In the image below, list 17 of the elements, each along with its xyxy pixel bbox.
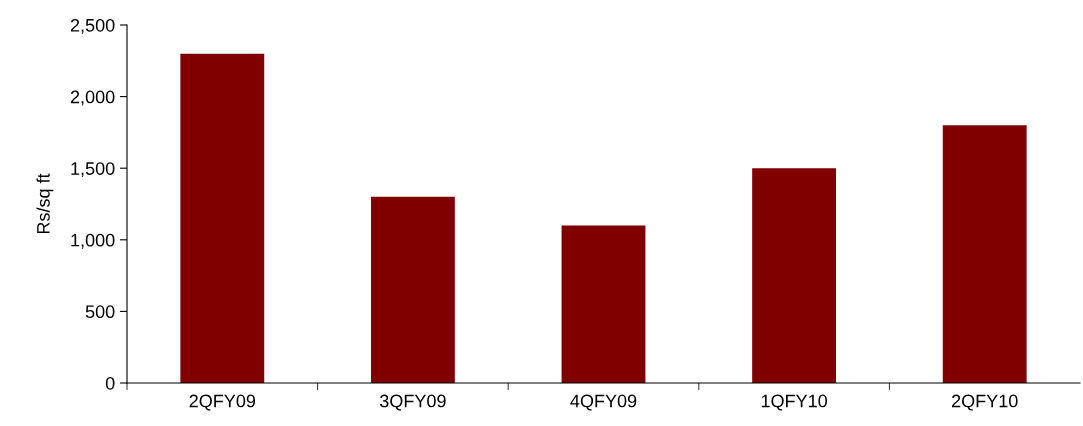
x-tick-label: 2QFY09 (189, 394, 256, 411)
bar (370, 196, 455, 383)
y-axis-title: Rs/sq ft (36, 173, 54, 234)
x-tick-label: 4QFY09 (570, 394, 637, 411)
y-tick-label: 1,000 (71, 233, 115, 249)
y-tick-label: 0 (105, 376, 115, 390)
bar (752, 168, 837, 383)
x-tick-label: 2QFY10 (951, 394, 1018, 411)
bar (561, 225, 646, 383)
x-tick-label: 3QFY09 (379, 394, 446, 411)
y-tick-label: 2,500 (70, 18, 115, 34)
x-tick-label: 1QFY10 (761, 394, 828, 411)
y-tick-label: 500 (85, 305, 115, 319)
bar (942, 125, 1027, 383)
y-tick-label: 1,500 (71, 162, 115, 178)
y-tick-label: 2,000 (70, 90, 115, 106)
bar (180, 53, 265, 383)
